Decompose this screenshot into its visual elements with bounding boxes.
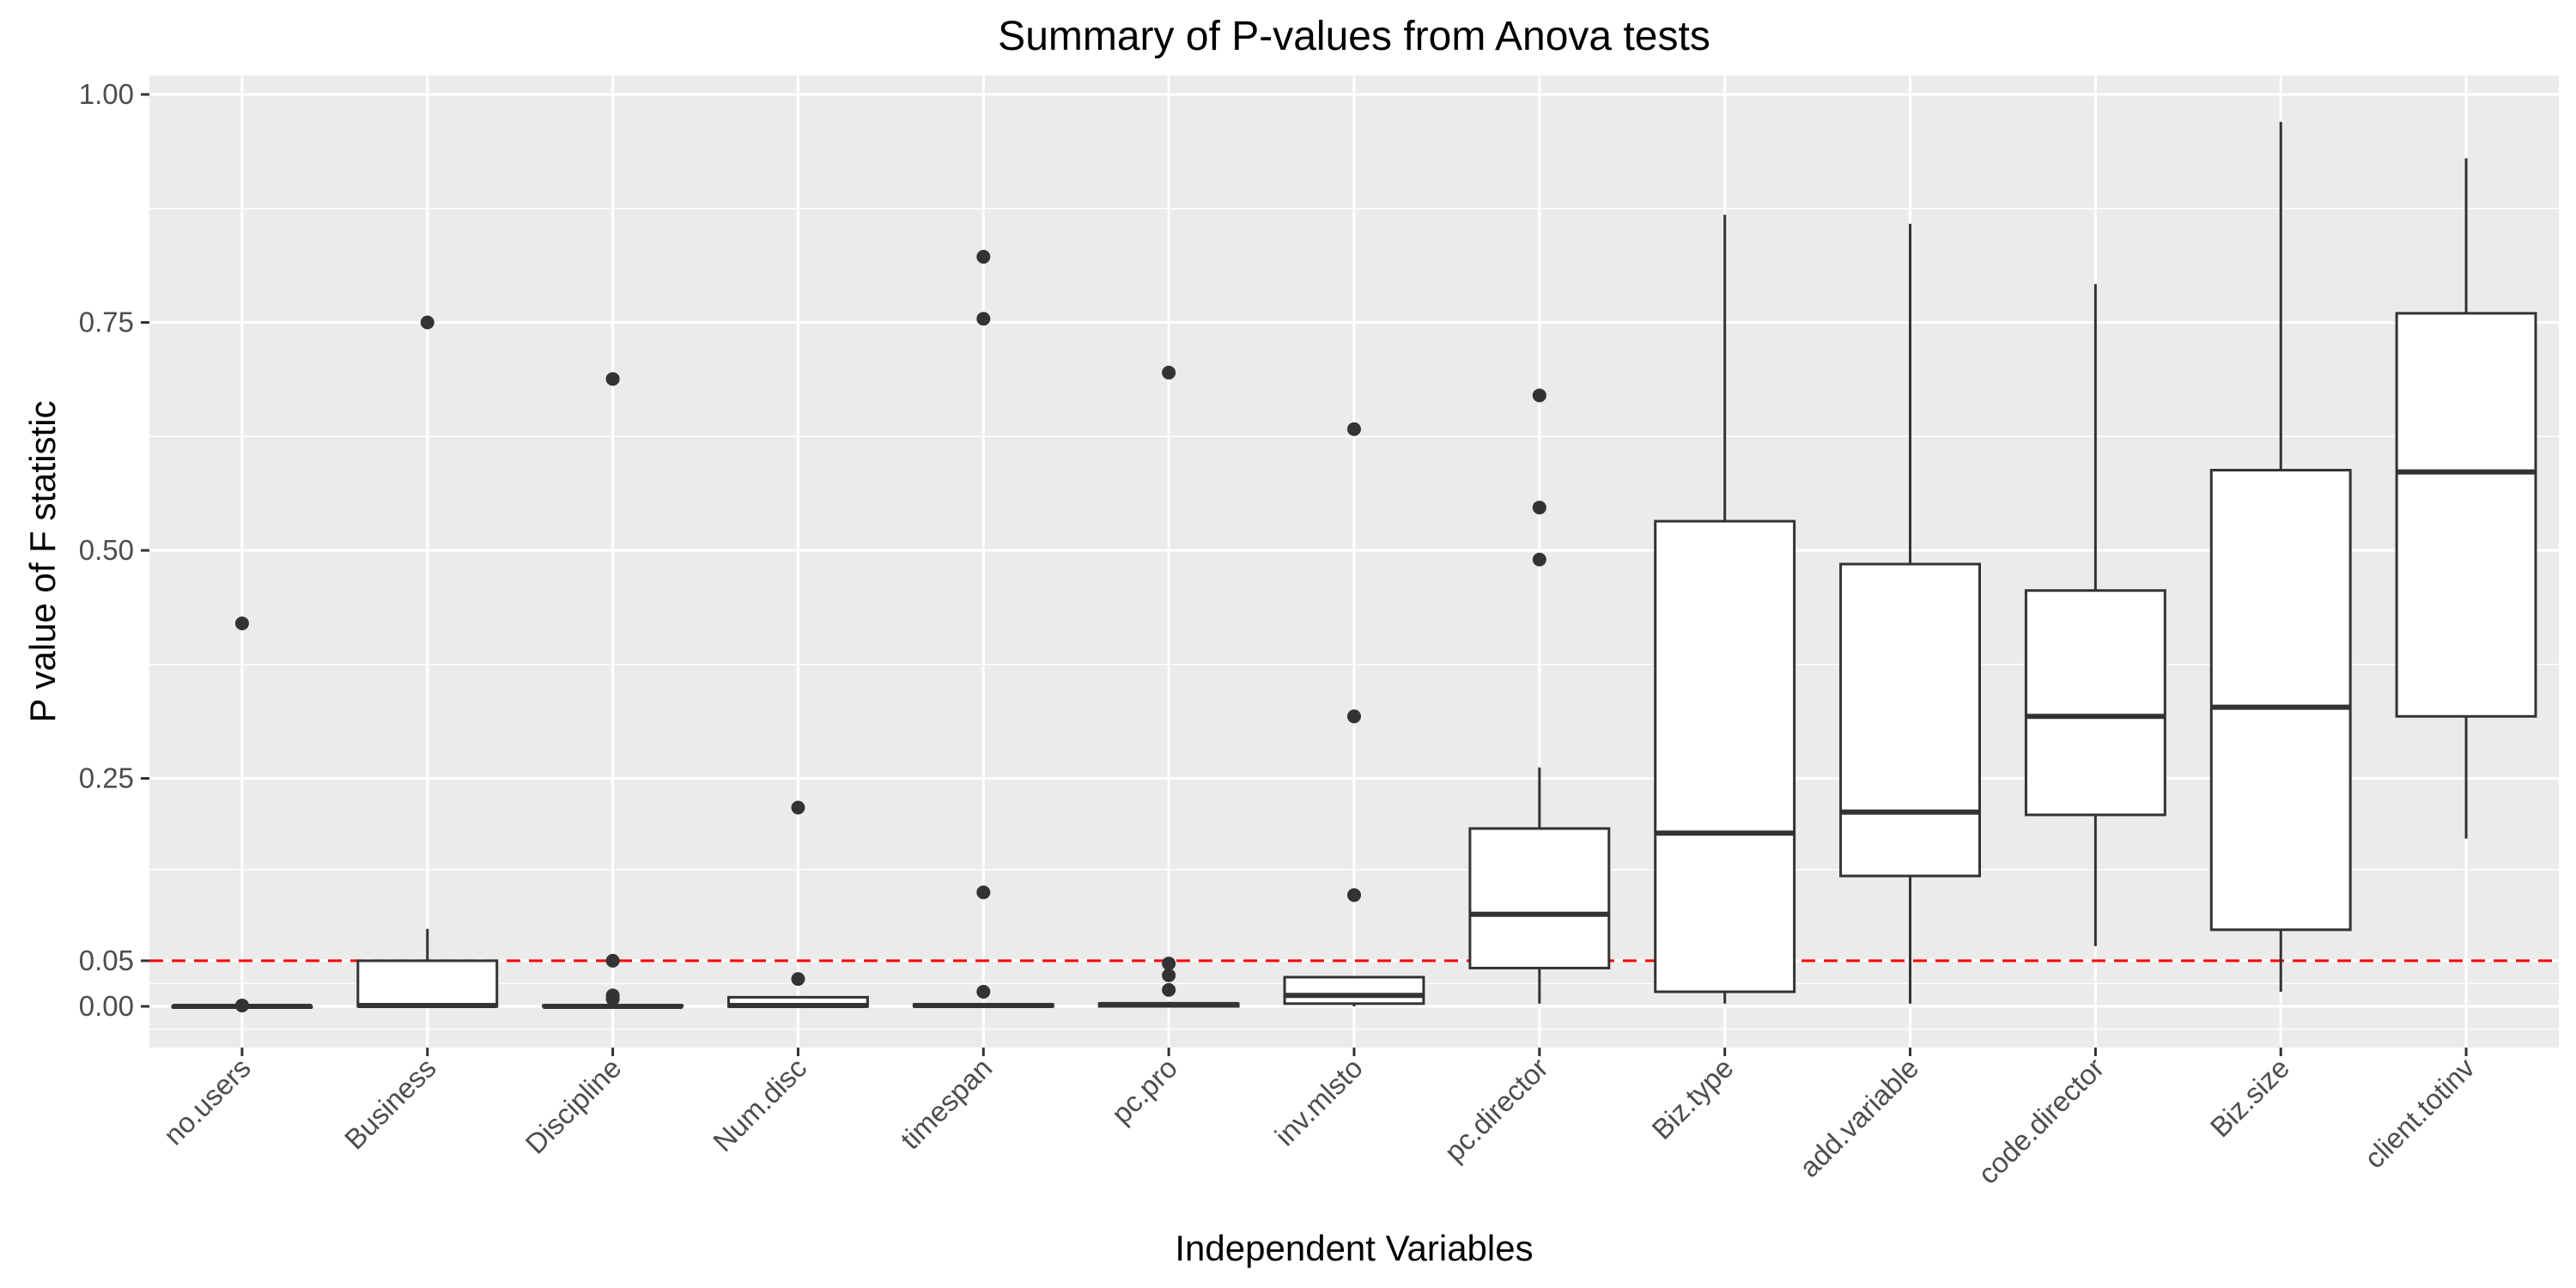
outlier-point (976, 312, 991, 326)
iqr-box (1468, 827, 1611, 969)
x-tick-label: no.users (157, 1052, 257, 1151)
x-tick-label: Num.disc (707, 1052, 812, 1157)
outlier-point (420, 315, 434, 330)
y-axis-title: P value of F statistic (22, 400, 63, 722)
outlier-point (1347, 709, 1361, 724)
iqr-box (2395, 312, 2537, 718)
box-Discipline (542, 372, 684, 1009)
box-client.totinv (2395, 158, 2537, 839)
x-tick-label: Discipline (519, 1052, 628, 1160)
outlier-point (234, 616, 249, 630)
outlier-point (1532, 388, 1546, 403)
y-tick-label: 0.50 (79, 534, 134, 566)
outlier-point (791, 972, 805, 987)
iqr-box (1839, 562, 1981, 878)
x-axis: no.users Business Discipline Num.disc timesp… (157, 1048, 2481, 1190)
y-tick-label: 0.75 (79, 307, 134, 338)
x-tick-label: inv.mlsto (1268, 1052, 1368, 1151)
outlier-point (1162, 968, 1176, 982)
x-axis-title: Independent Variables (1175, 1228, 1533, 1268)
y-tick-label: 0.00 (79, 990, 134, 1022)
outlier-point (605, 953, 620, 968)
x-tick-label: code.director (1971, 1052, 2110, 1190)
box-Biz.size (2209, 121, 2352, 993)
outlier-point (1347, 888, 1361, 902)
outlier-point (1532, 552, 1546, 567)
box-pc.pro (1097, 365, 1240, 1008)
outlier-point (605, 992, 620, 1006)
x-tick-label: pc.director (1438, 1052, 1554, 1168)
outlier-point (976, 985, 991, 999)
iqr-box (2209, 469, 2352, 932)
boxes-layer (171, 121, 2537, 1012)
x-tick-label: client.totinv (2358, 1051, 2481, 1174)
x-tick-label: pc.pro (1105, 1052, 1183, 1130)
iqr-box (1654, 519, 1796, 993)
y-tick-label: 0.25 (79, 762, 134, 794)
box-Biz.type (1654, 215, 1796, 1004)
outlier-point (1162, 957, 1176, 971)
box-Num.disc (727, 800, 869, 1008)
outlier-point (976, 885, 991, 900)
box-no.users (171, 616, 313, 1012)
outlier-point (1162, 982, 1176, 997)
y-axis: 0.00 0.05 0.25 0.50 0.75 1.00 (79, 78, 149, 1022)
outlier-point (1347, 422, 1361, 436)
x-tick-label: Business (338, 1052, 442, 1156)
outlier-point (976, 250, 991, 264)
chart-title: Summary of P-values from Anova tests (998, 14, 1710, 59)
x-tick-label: timespan (894, 1052, 998, 1156)
outlier-point (605, 372, 620, 386)
box-Business (356, 315, 499, 1008)
box-timespan (912, 250, 1054, 1008)
x-tick-label: Biz.type (1645, 1052, 1739, 1145)
outlier-point (791, 800, 805, 815)
x-tick-label: add.variable (1793, 1052, 1924, 1183)
y-tick-label: 0.05 (79, 945, 134, 976)
outlier-point (234, 998, 249, 1012)
outlier-point (1532, 501, 1546, 515)
box-inv.mlsto (1283, 422, 1425, 1006)
x-tick-label: Biz.size (2204, 1052, 2296, 1144)
iqr-box (356, 959, 499, 1008)
box-code.director (2024, 283, 2166, 946)
outlier-point (1162, 365, 1176, 380)
iqr-box (1283, 975, 1425, 1005)
box-pc.director (1468, 388, 1611, 1004)
iqr-box (2024, 589, 2166, 817)
box-add.variable (1839, 223, 1981, 1004)
y-tick-label: 1.00 (79, 78, 134, 110)
